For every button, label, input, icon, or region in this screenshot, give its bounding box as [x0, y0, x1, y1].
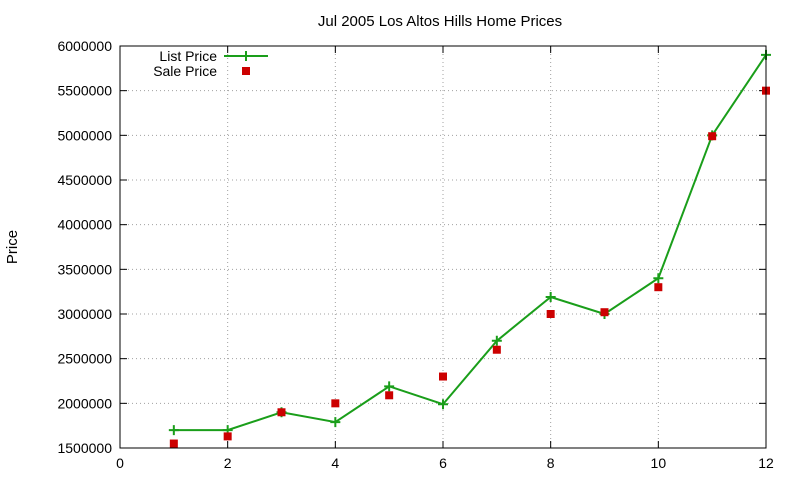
sale-price-point: [385, 391, 394, 400]
list-price-point: [438, 399, 448, 410]
y-axis-label: Price: [4, 230, 21, 264]
chart-title: Jul 2005 Los Altos Hills Home Prices: [318, 13, 562, 30]
legend-label-list-price: List Price: [159, 48, 217, 64]
y-tick-label: 6000000: [57, 38, 112, 54]
sale-price-point: [331, 399, 340, 408]
y-tick-label: 3500000: [57, 261, 112, 277]
y-tick-label: 3000000: [57, 306, 112, 322]
list-price-point: [384, 381, 395, 392]
axis-ticks: 1500000 2000000 2500000 3000000 3500000 40000…: [57, 38, 774, 471]
list-price-point: [491, 335, 502, 346]
legend-marker-sale-price: [242, 67, 250, 75]
x-tick-label: 0: [116, 455, 124, 471]
y-tick-label: 4500000: [57, 172, 112, 188]
y-tick-label: 5500000: [57, 83, 112, 99]
sale-price-point: [277, 408, 286, 417]
sale-price-point: [169, 439, 178, 448]
list-price-point: [168, 425, 179, 436]
list-price-point: [545, 292, 556, 303]
y-tick-label: 5000000: [57, 127, 112, 143]
plot-frame: [119, 45, 767, 449]
legend-label-sale-price: Sale Price: [153, 63, 217, 79]
sale-price-point: [439, 372, 447, 381]
sale-price-point: [492, 345, 501, 354]
sale-price-point: [600, 308, 609, 317]
x-tick-label: 10: [651, 455, 667, 471]
series-sale-price: [169, 86, 770, 448]
x-tick-label: 8: [547, 455, 555, 471]
sale-price-point: [708, 132, 717, 141]
x-tick-label: 4: [331, 455, 339, 471]
sale-price-point: [546, 310, 555, 318]
series-list-price: [168, 49, 771, 436]
list-price-point: [330, 417, 341, 428]
x-tick-label: 12: [758, 455, 774, 471]
y-tick-label: 4000000: [57, 217, 112, 233]
x-tick-label: 2: [224, 455, 232, 471]
grid-lines: [120, 46, 766, 448]
sale-price-point: [223, 432, 232, 441]
list-price-line: [173, 54, 767, 432]
sale-price-point: [654, 283, 663, 292]
data-series: [168, 49, 771, 448]
legend-marker-list-price: [241, 51, 251, 61]
list-price-point: [653, 273, 664, 284]
y-tick-label: 2500000: [57, 351, 112, 367]
y-tick-label: 2000000: [57, 395, 112, 411]
x-tick-label: 6: [439, 455, 447, 471]
y-tick-label: 1500000: [57, 440, 112, 456]
